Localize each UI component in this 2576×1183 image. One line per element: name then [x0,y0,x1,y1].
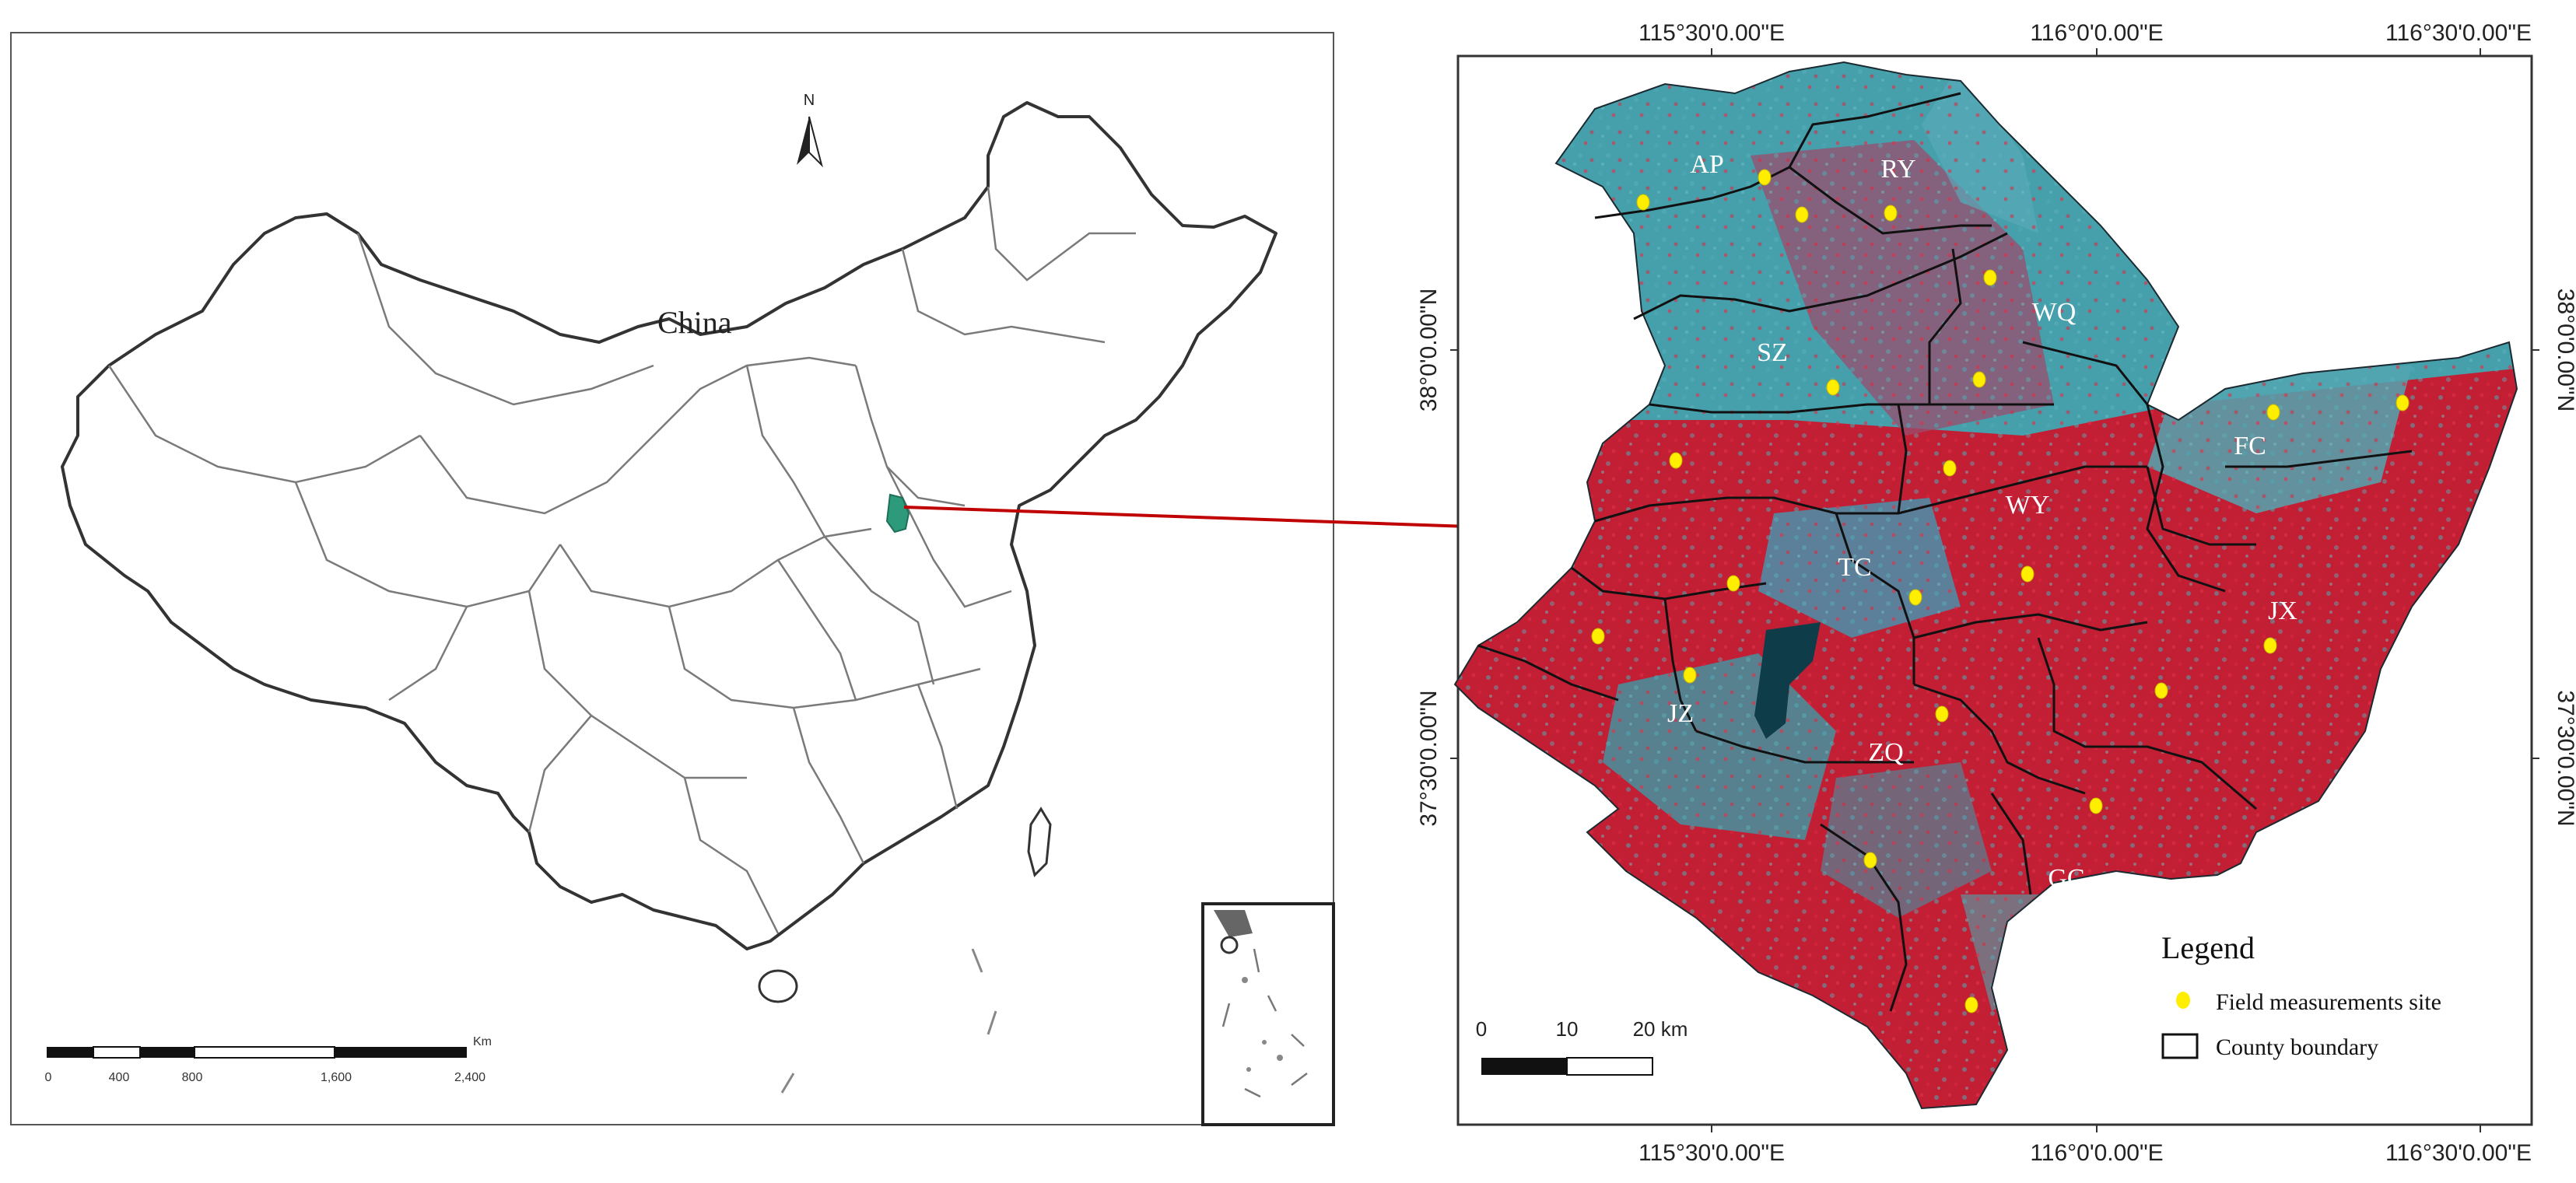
china-scale-tick: 0 [45,1071,52,1084]
county-label-fc: FC [2234,432,2266,460]
field-site-marker [2396,394,2410,411]
hainan-island [758,969,798,1003]
legend-site-label: Field measurements site [2216,989,2441,1015]
china-map-panel: China N [10,32,1335,1126]
county-label-ap: AP [1690,150,1723,179]
lon-label-top: 116°0'0.00"E [2030,20,2163,46]
field-site-marker [1795,206,1809,223]
field-site-marker [2089,797,2103,814]
taiwan-island [1027,807,1052,877]
study-scale-tick: 20 km [1633,1017,1688,1041]
lon-label-bottom: 115°30'0.00"E [1638,1140,1785,1166]
field-measurement-sites [1591,169,2410,1013]
study-area-highlight [885,493,910,534]
field-site-marker [1964,996,1978,1013]
study-scale-tick: 10 [1556,1017,1579,1041]
country-label: China [657,305,732,340]
field-site-marker [2266,404,2280,421]
legend-site-symbol [2176,992,2190,1009]
field-site-marker [1943,460,1957,477]
lon-label-top: 115°30'0.00"E [1638,20,1785,46]
study-scale-tick: 0 [1476,1017,1487,1041]
lon-label-bottom: 116°0'0.00"E [2030,1140,2163,1166]
legend-boundary-label: County boundary [2216,1034,2378,1060]
china-scale-tick: 400 [109,1071,130,1084]
lon-label-bottom: 116°30'0.00"E [2385,1140,2532,1166]
field-site-marker [1983,269,1997,286]
south-china-sea-inset [1201,902,1335,1126]
field-site-marker [2263,637,2277,654]
lon-label-top: 116°30'0.00"E [2385,20,2532,46]
field-site-marker [2154,682,2168,699]
lat-label-left: 38°0'0.00"N [1416,289,1442,411]
field-site-marker [1935,705,1949,723]
china-scale-tick: 800 [182,1071,203,1084]
study-area-map-panel: AP RY WQ SZ FC WY TC JX JZ ZQ GC 115°30'… [1416,20,2576,1166]
reservoir-water [1754,622,1821,739]
province-boundaries [107,186,1136,934]
north-arrow: N [797,92,823,168]
county-label-wy: WY [2006,491,2050,520]
legend-title: Legend [2161,930,2255,965]
china-scale-tick: 2,400 [454,1071,485,1084]
legend-boundary-symbol [2161,1033,2199,1059]
county-label-wq: WQ [2032,298,2077,327]
field-site-marker [2020,565,2035,583]
nine-dash-marks [780,948,997,1094]
field-site-marker [1826,379,1840,396]
field-site-marker [1972,371,1986,388]
field-site-marker [1863,852,1877,869]
county-label-zq: ZQ [1868,738,1903,767]
field-site-marker [1758,169,1772,186]
field-site-marker [1591,628,1605,645]
study-scale-bar: 0 10 20 km [1476,1017,1688,1076]
lat-label-right: 38°0'0.00"N [2553,289,2576,411]
county-boundaries [1477,92,2413,1012]
lat-label-right: 37°30'0.00"N [2553,690,2576,826]
map-legend: Legend Field measurements site County bo… [2161,930,2441,1060]
field-site-marker [1669,452,1683,469]
field-site-marker [1683,667,1697,684]
china-scale-unit: Km [473,1035,492,1048]
county-label-jz: JZ [1667,699,1694,728]
china-scale-bar: Km 0 400 800 1,600 2,400 [45,1035,492,1084]
field-site-marker [1908,589,1922,606]
county-label-tc: TC [1838,553,1871,582]
county-label-jx: JX [2268,597,2297,625]
north-label: N [804,92,815,109]
china-scale-tick: 1,600 [321,1071,352,1084]
county-label-gc: GC [2048,864,2084,893]
field-site-marker [1726,575,1740,592]
china-outline [61,101,1277,950]
field-site-marker [1636,194,1650,211]
county-label-sz: SZ [1757,338,1788,367]
county-label-ry: RY [1880,155,1915,184]
field-site-marker [1884,205,1898,222]
lat-label-left: 37°30'0.00"N [1416,690,1442,826]
